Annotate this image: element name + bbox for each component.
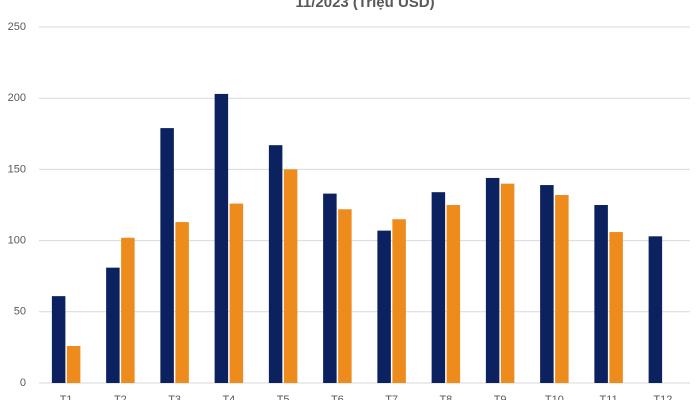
x-tick-label: T8	[439, 394, 452, 400]
bar	[540, 185, 554, 383]
bar	[648, 236, 663, 383]
y-tick-label: 250	[8, 21, 26, 33]
x-tick-label: T3	[168, 394, 181, 400]
bar	[431, 192, 446, 383]
x-tick-label: T10	[545, 394, 564, 400]
x-tick-label: T2	[114, 394, 127, 400]
bar	[268, 145, 283, 383]
bar	[121, 237, 135, 383]
bar	[106, 267, 120, 383]
bar	[229, 203, 244, 383]
bar	[609, 232, 623, 383]
bar	[555, 195, 569, 383]
x-tick-label: T7	[385, 394, 398, 400]
bar	[51, 296, 66, 383]
x-tick-label: T11	[600, 394, 618, 400]
bar	[338, 209, 352, 383]
y-tick-label: 100	[8, 235, 26, 247]
bar	[446, 205, 461, 383]
bar	[283, 169, 298, 383]
x-tick-label: T1	[60, 394, 73, 400]
y-tick-label: 150	[8, 163, 26, 175]
x-tick-label: T5	[277, 394, 290, 400]
bar	[500, 183, 515, 383]
bar	[66, 345, 81, 383]
bar	[323, 193, 337, 383]
bar	[392, 219, 406, 383]
chart-title: 11/2023 (Triệu USD)	[295, 0, 434, 11]
y-tick-label: 50	[14, 306, 26, 318]
x-tick-label: T4	[222, 394, 235, 400]
x-tick-label: T6	[331, 394, 344, 400]
bar	[175, 222, 189, 383]
y-tick-label: 0	[20, 377, 26, 389]
y-tick-label: 200	[8, 92, 26, 104]
bar	[485, 177, 500, 383]
bar	[594, 205, 608, 383]
bar	[377, 230, 391, 383]
bar	[214, 93, 229, 383]
x-tick-label: T9	[494, 394, 507, 400]
x-tick-label: T12	[653, 394, 672, 400]
bar	[160, 128, 174, 383]
